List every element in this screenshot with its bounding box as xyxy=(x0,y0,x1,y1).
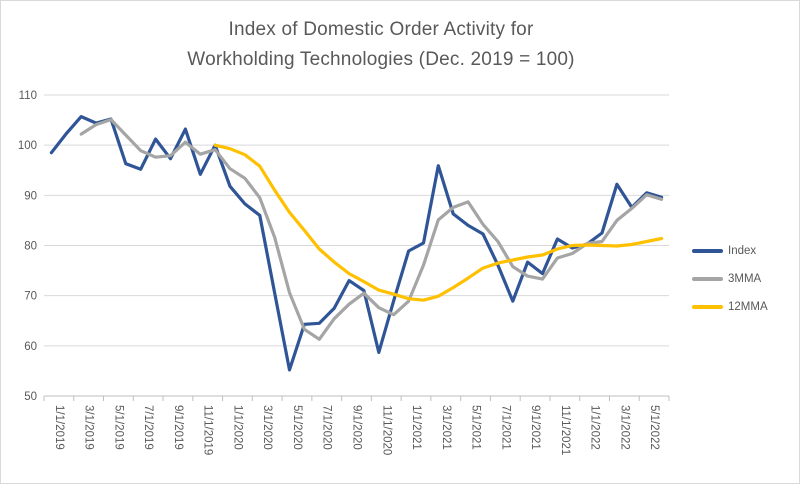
y-axis-label-110: 110 xyxy=(19,90,37,102)
chart-legend: Index 3MMA 12MMA xyxy=(692,237,768,321)
x-axis-label: 5/1/2020 xyxy=(291,405,303,450)
chart-title-line2: Workholding Technologies (Dec. 2019 = 10… xyxy=(187,49,575,70)
legend-label-index: Index xyxy=(728,245,757,257)
x-axis-label: 9/1/2019 xyxy=(172,405,184,450)
series-index-line xyxy=(49,114,664,372)
y-axis-label-100: 100 xyxy=(18,140,37,152)
x-axis-label: 11/1/2020 xyxy=(380,405,392,455)
x-axis-label: 7/1/2019 xyxy=(142,405,154,450)
legend-label-3mma: 3MMA xyxy=(728,273,762,285)
y-axis-label-70: 70 xyxy=(24,291,37,303)
legend-item-index: Index xyxy=(692,237,768,265)
chart-title: Index of Domestic Order Activity for Wor… xyxy=(1,15,761,75)
y-axis-label-80: 80 xyxy=(24,241,37,253)
x-axis-label: 9/1/2021 xyxy=(529,405,541,450)
x-axis-label: 5/1/2022 xyxy=(648,405,660,450)
x-axis-label: 7/1/2020 xyxy=(321,405,333,450)
x-axis-label: 1/1/2020 xyxy=(231,405,243,450)
legend-swatch-index xyxy=(692,249,723,253)
series-3mma-line xyxy=(79,117,664,341)
x-axis-label: 7/1/2021 xyxy=(499,405,511,450)
x-axis-label: 9/1/2020 xyxy=(351,405,363,450)
x-axis-label: 3/1/2020 xyxy=(261,405,273,450)
x-axis-label: 3/1/2021 xyxy=(440,405,452,450)
chart-title-line1: Index of Domestic Order Activity for xyxy=(228,19,534,40)
x-axis-label: 1/1/2022 xyxy=(589,405,601,450)
y-axis-label-90: 90 xyxy=(24,190,37,202)
x-axis-label: 5/1/2021 xyxy=(470,405,482,450)
series-12mma-line xyxy=(213,143,664,302)
x-axis-label: 1/1/2019 xyxy=(53,405,65,450)
legend-item-12mma: 12MMA xyxy=(692,293,768,321)
y-axis-label-50: 50 xyxy=(24,391,37,403)
legend-label-12mma: 12MMA xyxy=(728,301,768,313)
y-axis-label-60: 60 xyxy=(24,341,37,353)
x-axis-label: 3/1/2022 xyxy=(618,405,630,450)
x-axis-label: 11/1/2021 xyxy=(559,405,571,455)
x-axis-label: 11/1/2019 xyxy=(202,405,214,455)
legend-swatch-3mma xyxy=(692,277,723,281)
x-axis-label: 1/1/2021 xyxy=(410,405,422,450)
legend-swatch-12mma xyxy=(692,305,723,309)
legend-item-3mma: 3MMA xyxy=(692,265,768,293)
x-axis-label: 5/1/2019 xyxy=(112,405,124,450)
x-axis-label: 3/1/2019 xyxy=(83,405,95,450)
